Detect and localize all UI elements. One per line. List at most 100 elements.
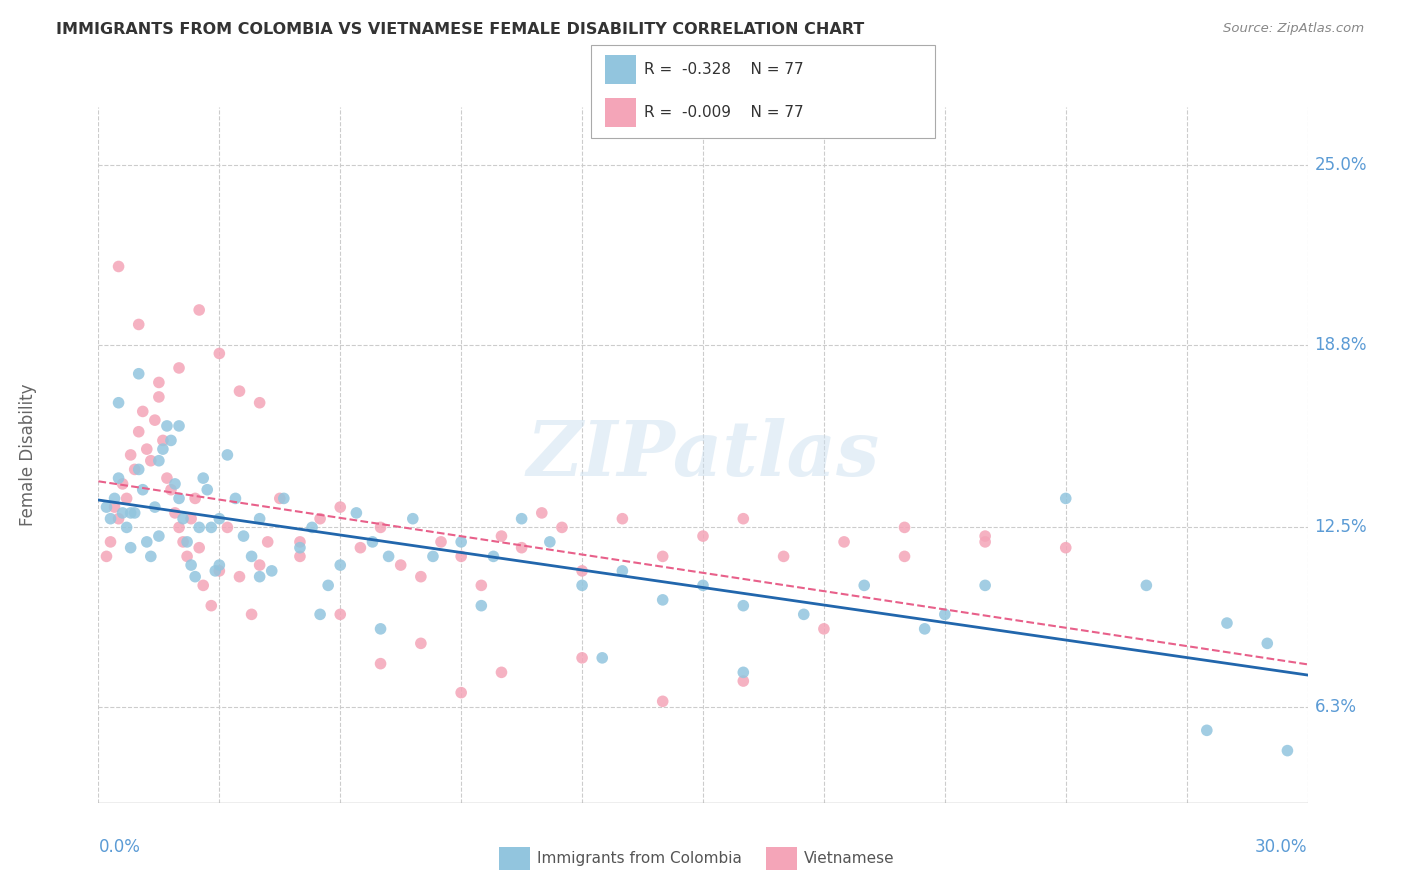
Point xyxy=(139,453,162,467)
Point xyxy=(470,599,492,613)
Point xyxy=(482,549,505,564)
Text: R =  -0.009    N = 77: R = -0.009 N = 77 xyxy=(644,105,804,120)
Point xyxy=(733,665,755,680)
Point xyxy=(193,471,215,485)
Point xyxy=(1135,578,1157,592)
Point xyxy=(974,529,997,543)
Point xyxy=(510,511,533,525)
Point xyxy=(135,534,157,549)
Point xyxy=(1216,615,1239,630)
Point xyxy=(100,534,122,549)
Point xyxy=(120,448,142,462)
Point xyxy=(450,534,472,549)
Point xyxy=(132,483,155,497)
Point xyxy=(538,534,561,549)
Text: Immigrants from Colombia: Immigrants from Colombia xyxy=(537,851,742,865)
Point xyxy=(204,564,226,578)
Point xyxy=(309,607,332,622)
Point xyxy=(96,500,118,514)
Point xyxy=(612,511,634,525)
Point xyxy=(301,520,323,534)
Point xyxy=(148,529,170,543)
Point xyxy=(288,549,311,564)
Point xyxy=(107,511,129,525)
Point xyxy=(111,506,134,520)
Point xyxy=(491,665,513,680)
Point xyxy=(377,549,399,564)
Point xyxy=(120,506,142,520)
Point xyxy=(167,361,190,376)
Point xyxy=(180,558,202,573)
Point xyxy=(530,506,553,520)
Point xyxy=(370,622,392,636)
Point xyxy=(571,651,593,665)
Text: 25.0%: 25.0% xyxy=(1315,156,1367,174)
Point xyxy=(309,511,332,525)
Point xyxy=(692,578,714,592)
Point xyxy=(152,442,174,457)
Point xyxy=(167,419,190,434)
Text: R =  -0.328    N = 77: R = -0.328 N = 77 xyxy=(644,62,804,78)
Point xyxy=(128,425,150,439)
Point xyxy=(329,500,352,514)
Point xyxy=(329,558,352,573)
Point xyxy=(172,511,194,525)
Point xyxy=(450,686,472,700)
Point xyxy=(107,471,129,485)
Point xyxy=(115,520,138,534)
Point xyxy=(111,476,134,491)
Point xyxy=(1054,491,1077,506)
Point xyxy=(152,434,174,448)
Text: Female Disability: Female Disability xyxy=(20,384,37,526)
Point xyxy=(470,578,492,592)
Point xyxy=(316,578,339,592)
Point xyxy=(974,534,997,549)
Text: 6.3%: 6.3% xyxy=(1315,698,1357,716)
Point xyxy=(370,520,392,534)
Point xyxy=(103,500,125,514)
Point xyxy=(249,511,271,525)
Point xyxy=(160,434,183,448)
Point xyxy=(172,534,194,549)
Point xyxy=(217,520,239,534)
Point xyxy=(128,462,150,476)
Point xyxy=(143,500,166,514)
Point xyxy=(148,453,170,467)
Point xyxy=(200,520,222,534)
Point xyxy=(733,674,755,689)
Point xyxy=(232,529,254,543)
Text: Vietnamese: Vietnamese xyxy=(804,851,894,865)
Point xyxy=(269,491,291,506)
Point xyxy=(349,541,371,555)
Point xyxy=(692,529,714,543)
Text: 18.8%: 18.8% xyxy=(1315,335,1367,354)
Point xyxy=(612,564,634,578)
Point xyxy=(208,511,231,525)
Point xyxy=(344,506,367,520)
Point xyxy=(224,491,246,506)
Point xyxy=(208,564,231,578)
Point xyxy=(389,558,412,573)
Point xyxy=(240,549,263,564)
Point xyxy=(176,534,198,549)
Point xyxy=(402,511,425,525)
Point xyxy=(115,491,138,506)
Point xyxy=(361,534,384,549)
Point xyxy=(156,419,179,434)
Point xyxy=(914,622,936,636)
Point xyxy=(217,448,239,462)
Point xyxy=(176,549,198,564)
Point xyxy=(288,534,311,549)
Point xyxy=(107,260,129,274)
Point xyxy=(256,534,278,549)
Point xyxy=(772,549,794,564)
Point xyxy=(571,564,593,578)
Point xyxy=(893,549,915,564)
Point xyxy=(124,506,146,520)
Point xyxy=(184,570,207,584)
Point xyxy=(167,491,190,506)
Point xyxy=(974,578,997,592)
Point xyxy=(591,651,613,665)
Point xyxy=(107,396,129,410)
Point xyxy=(273,491,295,506)
